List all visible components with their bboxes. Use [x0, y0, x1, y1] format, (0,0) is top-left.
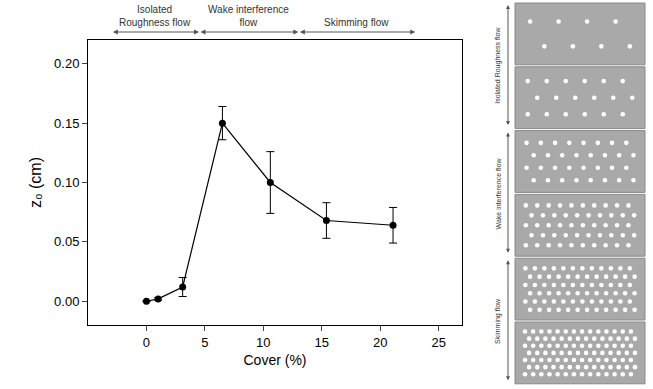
svg-text:Skimming flow: Skimming flow	[494, 298, 502, 344]
svg-text:25: 25	[431, 335, 445, 350]
svg-text:IsolatedRoughness flow: IsolatedRoughness flow	[119, 4, 191, 28]
svg-text:5: 5	[201, 335, 208, 350]
svg-text:20: 20	[373, 335, 387, 350]
svg-text:z₀ (cm): z₀ (cm)	[27, 157, 44, 208]
svg-text:Wake interferenceflow: Wake interferenceflow	[208, 4, 289, 28]
svg-text:0.15: 0.15	[54, 116, 79, 131]
svg-text:0.00: 0.00	[54, 294, 79, 309]
svg-text:0.10: 0.10	[54, 175, 79, 190]
svg-text:0.05: 0.05	[54, 234, 79, 249]
svg-text:15: 15	[315, 335, 329, 350]
svg-text:Cover (%): Cover (%)	[243, 352, 306, 368]
svg-text:0: 0	[143, 335, 150, 350]
svg-text:Skimming flow: Skimming flow	[324, 17, 389, 28]
svg-text:10: 10	[256, 335, 270, 350]
svg-text:Wake interference flow: Wake interference flow	[495, 158, 502, 230]
svg-text:0.20: 0.20	[54, 56, 79, 71]
svg-text:Isolated Roughness flow: Isolated Roughness flow	[494, 27, 502, 104]
